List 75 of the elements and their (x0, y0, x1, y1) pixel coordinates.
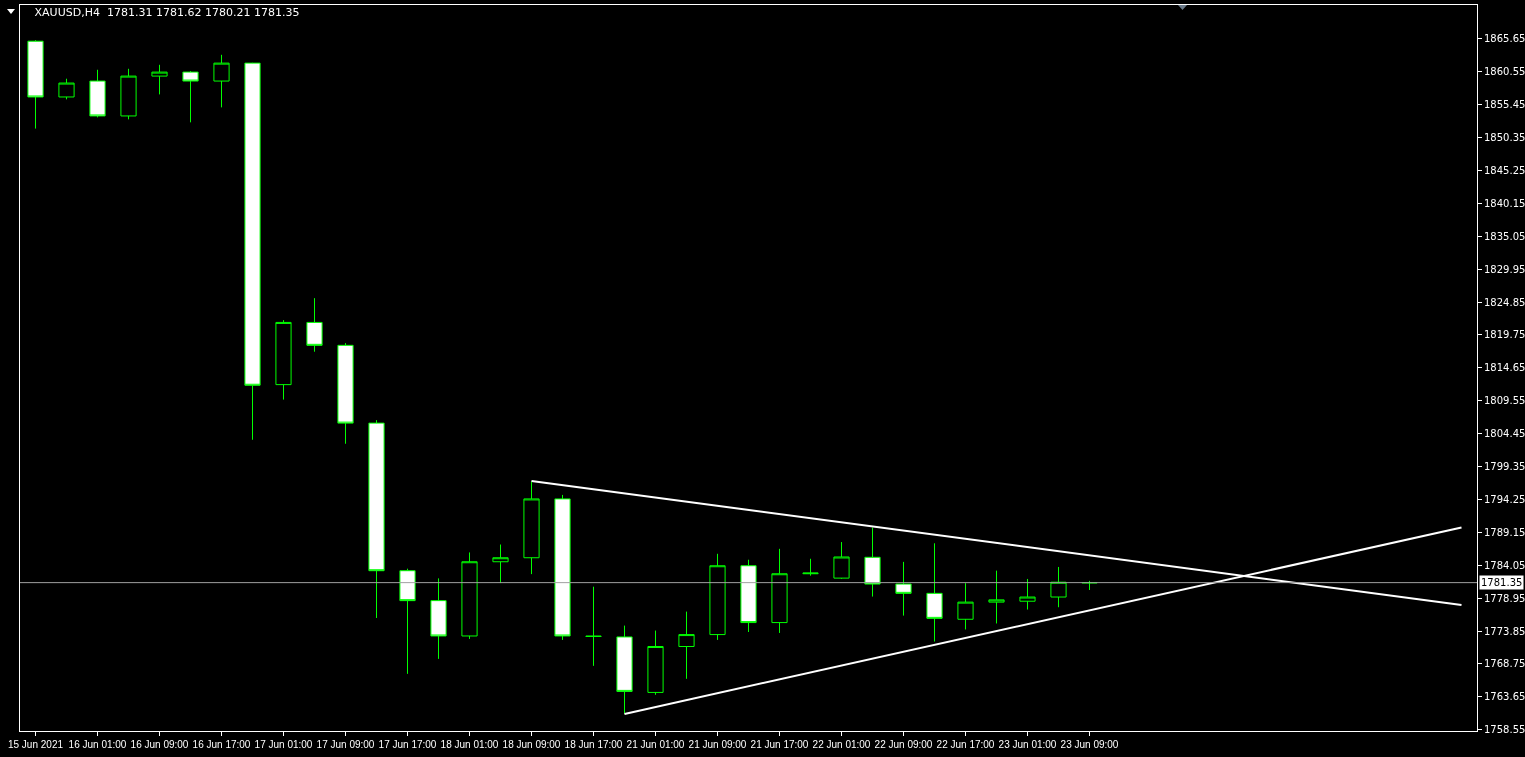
candlestick (244, 62, 261, 441)
x-tick-label: 16 Jun 01:00 (68, 739, 127, 750)
x-tick-label: 16 Jun 17:00 (192, 739, 251, 750)
y-tick-label: 1778.95 (1484, 592, 1525, 604)
candlestick (585, 586, 602, 667)
candlestick (461, 551, 478, 640)
candlestick (771, 548, 788, 634)
y-tick-label: 1850.35 (1484, 132, 1525, 144)
x-tick-label: 17 Jun 01:00 (254, 739, 313, 750)
x-tick-label: 18 Jun 09:00 (502, 739, 561, 750)
candlestick (492, 544, 509, 584)
x-tick-label: 21 Jun 17:00 (750, 739, 809, 750)
y-tick-label: 1758.55 (1484, 724, 1525, 736)
candlestick (864, 527, 881, 598)
y-tick-label: 1799.35 (1484, 461, 1525, 473)
x-tick-label: 17 Jun 09:00 (316, 739, 375, 750)
candlestick (306, 297, 323, 353)
x-tick-label: 16 Jun 09:00 (130, 739, 189, 750)
candlestick (988, 570, 1005, 624)
candlestick (802, 558, 819, 577)
candlestick (399, 568, 416, 675)
ref-line-label: 1781.35 (1481, 577, 1523, 588)
y-tick-label: 1763.65 (1484, 691, 1525, 703)
y-tick-label: 1804.45 (1484, 428, 1525, 440)
candlestick (833, 541, 850, 580)
y-tick-label: 1845.25 (1484, 164, 1525, 176)
x-tick-label: 22 Jun 09:00 (874, 739, 933, 750)
candlestick (27, 39, 44, 130)
candlestick (368, 419, 385, 619)
y-tick-label: 1855.45 (1484, 99, 1525, 111)
y-tick-label: 1768.75 (1484, 658, 1525, 670)
y-tick-label: 1865.65 (1484, 33, 1525, 45)
y-tick-label: 1819.75 (1484, 329, 1525, 341)
candlestick (120, 68, 137, 120)
x-tick-label: 18 Jun 01:00 (440, 739, 499, 750)
candlestick (151, 64, 168, 95)
y-tick-label: 1835.05 (1484, 230, 1525, 242)
candlestick (213, 54, 230, 108)
candlestick (1050, 566, 1067, 608)
y-tick-label: 1794.25 (1484, 493, 1525, 505)
x-tick-label: 21 Jun 09:00 (688, 739, 747, 750)
y-tick-label: 1840.15 (1484, 197, 1525, 209)
candlestick (957, 582, 974, 630)
candlestick (523, 480, 540, 575)
x-tick-label: 21 Jun 01:00 (626, 739, 685, 750)
candlestick (647, 630, 664, 696)
candlestick (554, 494, 571, 641)
x-tick-label: 22 Jun 17:00 (936, 739, 995, 750)
candlestick (926, 542, 943, 643)
x-tick-label: 17 Jun 17:00 (378, 739, 437, 750)
candlestick (678, 611, 695, 680)
y-tick-label: 1784.05 (1484, 559, 1525, 571)
y-tick-label: 1824.85 (1484, 296, 1525, 308)
y-tick-label: 1860.55 (1484, 66, 1525, 78)
y-tick-label: 1789.15 (1484, 526, 1525, 538)
candlestick (58, 78, 75, 100)
x-tick-label: 18 Jun 17:00 (564, 739, 623, 750)
x-tick-label: 15 Jun 2021 (7, 739, 64, 750)
x-tick-label: 23 Jun 09:00 (1060, 739, 1119, 750)
x-tick-label: 22 Jun 01:00 (812, 739, 871, 750)
y-tick-label: 1809.55 (1484, 395, 1525, 407)
x-tick-label: 23 Jun 01:00 (998, 739, 1057, 750)
candlestick (740, 559, 757, 633)
candlestick (337, 342, 354, 445)
candlestick (1019, 578, 1036, 611)
candlestick (275, 319, 292, 401)
candlestick (89, 69, 106, 118)
y-tick-label: 1773.85 (1484, 625, 1525, 637)
y-tick-label: 1814.65 (1484, 362, 1525, 374)
candlestick (430, 577, 447, 660)
y-tick-label: 1829.95 (1484, 263, 1525, 275)
candlestick (709, 553, 726, 641)
candlestick (895, 561, 912, 617)
chart-title: XAUUSD,H4 1781.31 1781.62 1780.21 1781.35 (34, 6, 300, 20)
candlestick (182, 70, 199, 123)
